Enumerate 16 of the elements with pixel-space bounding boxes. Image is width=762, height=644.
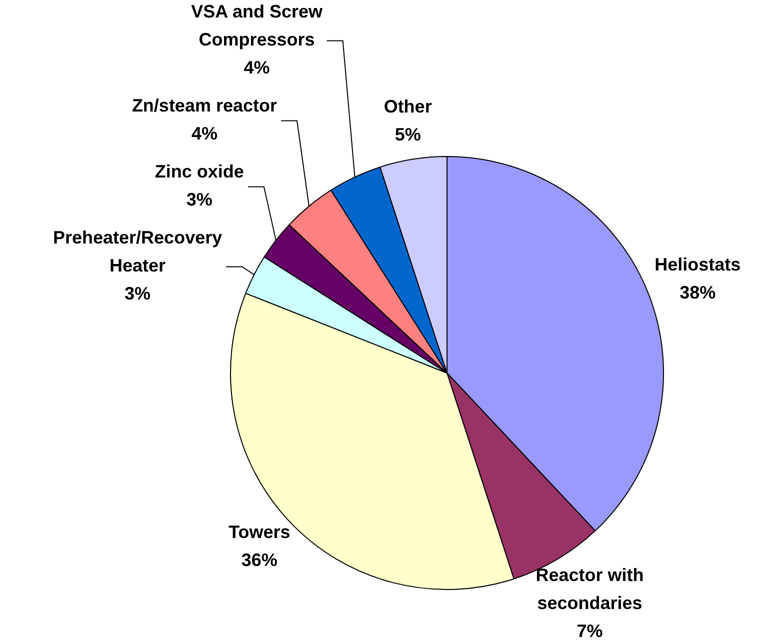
slice-label: Other	[384, 96, 432, 117]
data-label: 5%	[394, 124, 421, 145]
slice-label: Zinc oxide	[154, 162, 244, 182]
data-label: 38%	[680, 282, 716, 302]
data-label: 3%	[124, 284, 151, 304]
slice-label: Zn/steam reactor	[132, 96, 277, 116]
slice-label: Heliostats	[654, 254, 741, 274]
slice-label: Reactor with secondaries	[536, 565, 644, 614]
data-label: 4%	[244, 58, 270, 78]
slice-label: VSA and Screw Compressors	[191, 2, 324, 50]
slice-label: Preheater/Recovery Heater	[52, 228, 222, 276]
slice-label: Towers	[228, 522, 290, 542]
data-label: 3%	[186, 190, 212, 210]
data-label: 7%	[576, 621, 603, 642]
data-label: 4%	[191, 124, 218, 144]
data-label: 36%	[241, 550, 278, 570]
